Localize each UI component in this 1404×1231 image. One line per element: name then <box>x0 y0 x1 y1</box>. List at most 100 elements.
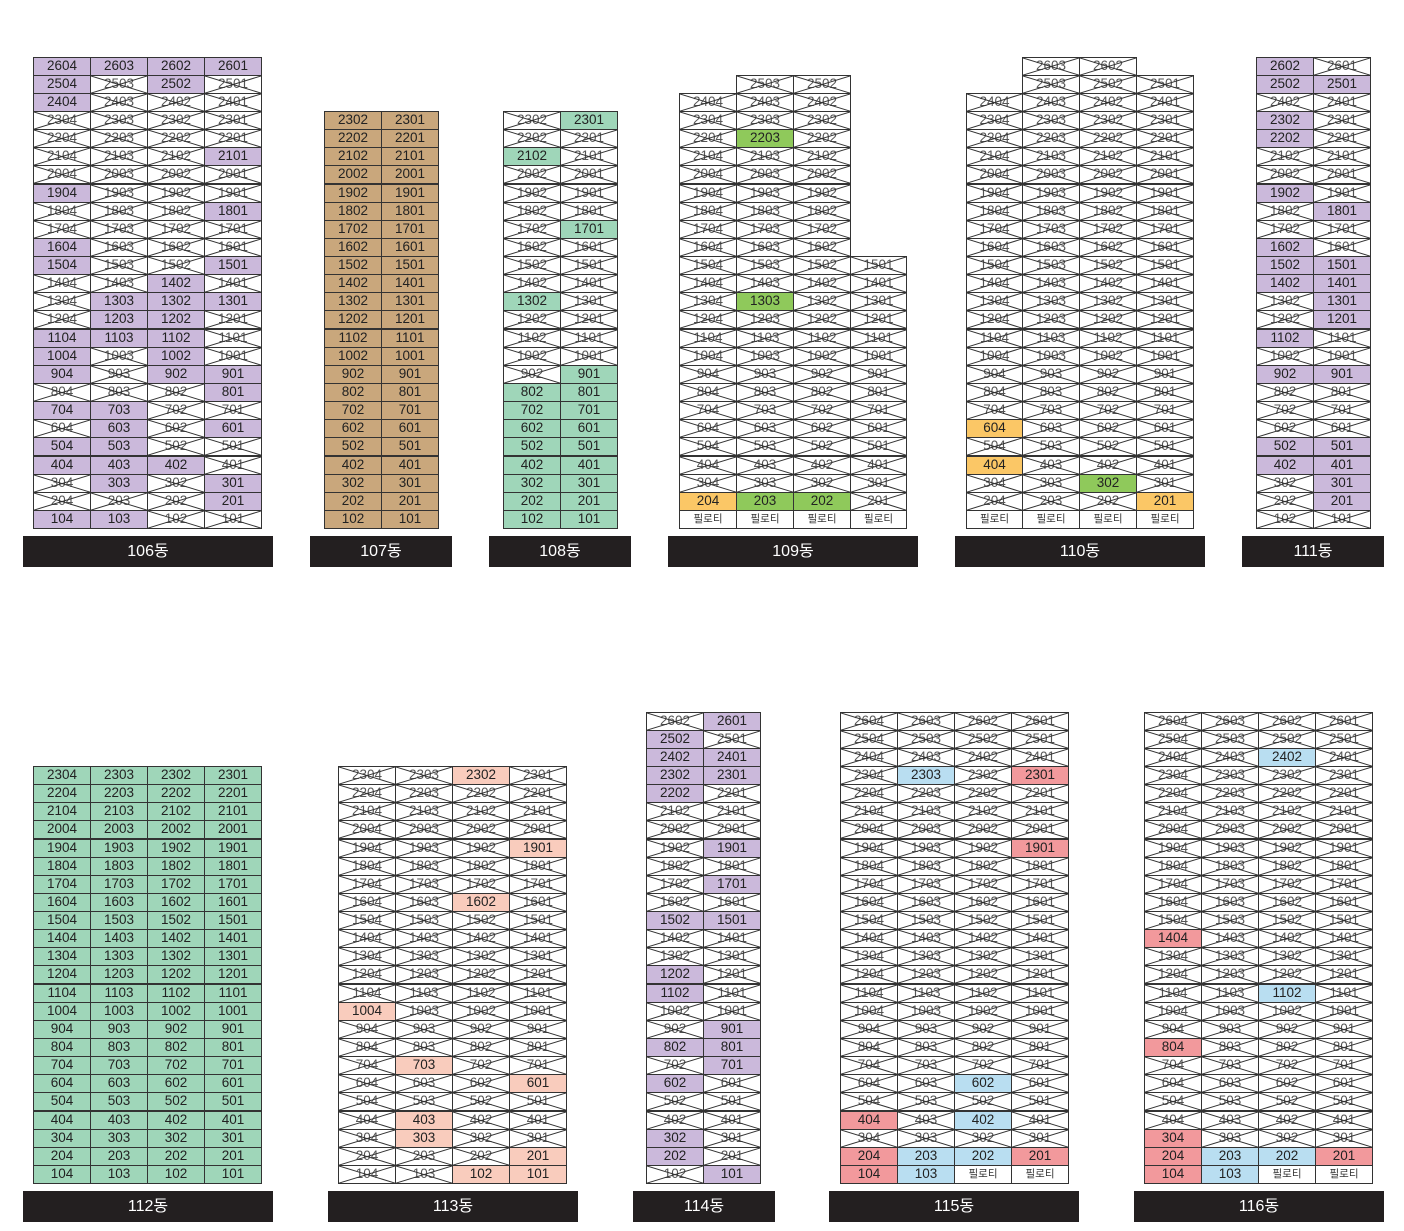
unit-available[interactable]: 1303 <box>90 292 148 312</box>
unit-available[interactable]: 1102 <box>324 328 382 348</box>
unit-available[interactable]: 1103 <box>90 328 148 348</box>
unit-available[interactable]: 101 <box>509 1164 567 1184</box>
unit-available[interactable]: 904 <box>33 1019 91 1039</box>
unit-available[interactable]: 704 <box>33 1056 91 1076</box>
unit-available[interactable]: 602 <box>954 1074 1012 1094</box>
unit-available[interactable]: 101 <box>560 509 618 529</box>
unit-available[interactable]: 702 <box>503 401 561 421</box>
unit-available[interactable]: 202 <box>646 1146 704 1166</box>
unit-available[interactable]: 1904 <box>33 838 91 858</box>
unit-available[interactable]: 1203 <box>90 965 148 985</box>
unit-available[interactable]: 601 <box>509 1074 567 1094</box>
unit-available[interactable]: 2302 <box>452 766 510 786</box>
unit-available[interactable]: 303 <box>90 1128 148 1148</box>
unit-available[interactable]: 301 <box>1313 473 1371 493</box>
unit-available[interactable]: 2304 <box>33 766 91 786</box>
unit-available[interactable]: 901 <box>381 364 439 384</box>
unit-available[interactable]: 2203 <box>90 784 148 804</box>
unit-available[interactable]: 1603 <box>90 892 148 912</box>
unit-available[interactable]: 604 <box>966 419 1023 439</box>
unit-available[interactable]: 301 <box>204 473 262 493</box>
unit-available[interactable]: 204 <box>679 491 737 511</box>
unit-available[interactable]: 203 <box>90 1146 148 1166</box>
unit-available[interactable]: 801 <box>204 383 262 403</box>
unit-available[interactable]: 2404 <box>33 92 91 112</box>
unit-available[interactable]: 2203 <box>736 129 794 149</box>
unit-available[interactable]: 2603 <box>90 56 148 76</box>
unit-available[interactable]: 2201 <box>204 784 262 804</box>
unit-available[interactable]: 201 <box>509 1146 567 1166</box>
unit-available[interactable]: 102 <box>324 509 382 529</box>
unit-available[interactable]: 1701 <box>560 219 618 239</box>
unit-available[interactable]: 1302 <box>147 947 205 967</box>
unit-available[interactable]: 2202 <box>324 129 382 149</box>
unit-available[interactable]: 1401 <box>381 274 439 294</box>
unit-available[interactable]: 1102 <box>646 983 704 1003</box>
unit-available[interactable]: 302 <box>324 473 382 493</box>
unit-available[interactable]: 1803 <box>90 856 148 876</box>
unit-available[interactable]: 1101 <box>381 328 439 348</box>
unit-available[interactable]: 302 <box>1079 473 1137 493</box>
unit-available[interactable]: 2001 <box>204 820 262 840</box>
unit-available[interactable]: 1302 <box>324 292 382 312</box>
unit-available[interactable]: 2101 <box>204 147 262 167</box>
unit-available[interactable]: 2204 <box>33 784 91 804</box>
unit-available[interactable]: 1102 <box>1256 328 1314 348</box>
unit-available[interactable]: 1201 <box>1313 310 1371 330</box>
unit-available[interactable]: 1604 <box>33 237 91 257</box>
unit-available[interactable]: 1504 <box>33 911 91 931</box>
unit-available[interactable]: 1003 <box>90 1001 148 1021</box>
unit-available[interactable]: 1001 <box>381 346 439 366</box>
unit-available[interactable]: 2604 <box>33 56 91 76</box>
unit-available[interactable]: 1402 <box>1256 274 1314 294</box>
unit-available[interactable]: 2001 <box>381 165 439 185</box>
unit-available[interactable]: 502 <box>1256 437 1314 457</box>
unit-available[interactable]: 2301 <box>703 766 761 786</box>
unit-available[interactable]: 1201 <box>204 965 262 985</box>
unit-available[interactable]: 1701 <box>703 874 761 894</box>
unit-available[interactable]: 2303 <box>897 766 955 786</box>
unit-available[interactable]: 1004 <box>33 1001 91 1021</box>
unit-available[interactable]: 104 <box>840 1164 898 1184</box>
unit-available[interactable]: 402 <box>954 1110 1012 1130</box>
unit-available[interactable]: 404 <box>840 1110 898 1130</box>
unit-available[interactable]: 1004 <box>33 346 91 366</box>
unit-available[interactable]: 2502 <box>646 729 704 749</box>
unit-available[interactable]: 1401 <box>204 929 262 949</box>
unit-available[interactable]: 402 <box>324 455 382 475</box>
unit-available[interactable]: 802 <box>324 383 382 403</box>
unit-available[interactable]: 101 <box>703 1164 761 1184</box>
unit-available[interactable]: 1202 <box>147 310 205 330</box>
unit-available[interactable]: 2103 <box>90 802 148 822</box>
unit-available[interactable]: 1202 <box>646 965 704 985</box>
unit-available[interactable]: 504 <box>33 437 91 457</box>
unit-available[interactable]: 203 <box>1201 1146 1259 1166</box>
unit-available[interactable]: 2601 <box>204 56 262 76</box>
unit-available[interactable]: 1801 <box>1313 201 1371 221</box>
unit-available[interactable]: 402 <box>147 1110 205 1130</box>
unit-available[interactable]: 1502 <box>147 911 205 931</box>
unit-available[interactable]: 504 <box>33 1092 91 1112</box>
unit-available[interactable]: 2102 <box>147 802 205 822</box>
unit-available[interactable]: 202 <box>1258 1146 1316 1166</box>
unit-available[interactable]: 2003 <box>90 820 148 840</box>
unit-available[interactable]: 601 <box>560 419 618 439</box>
unit-available[interactable]: 601 <box>381 419 439 439</box>
unit-available[interactable]: 102 <box>452 1164 510 1184</box>
unit-available[interactable]: 404 <box>33 455 91 475</box>
unit-available[interactable]: 2602 <box>1256 56 1314 76</box>
unit-available[interactable]: 303 <box>90 473 148 493</box>
unit-available[interactable]: 1501 <box>1313 256 1371 276</box>
unit-available[interactable]: 1301 <box>204 947 262 967</box>
unit-available[interactable]: 702 <box>324 401 382 421</box>
unit-available[interactable]: 303 <box>395 1128 453 1148</box>
unit-available[interactable]: 1901 <box>204 838 262 858</box>
unit-available[interactable]: 1203 <box>90 310 148 330</box>
unit-available[interactable]: 2301 <box>381 111 439 131</box>
unit-available[interactable]: 202 <box>147 1146 205 1166</box>
unit-available[interactable]: 1801 <box>381 201 439 221</box>
unit-available[interactable]: 1302 <box>147 292 205 312</box>
unit-available[interactable]: 801 <box>381 383 439 403</box>
unit-available[interactable]: 502 <box>324 437 382 457</box>
unit-available[interactable]: 901 <box>560 364 618 384</box>
